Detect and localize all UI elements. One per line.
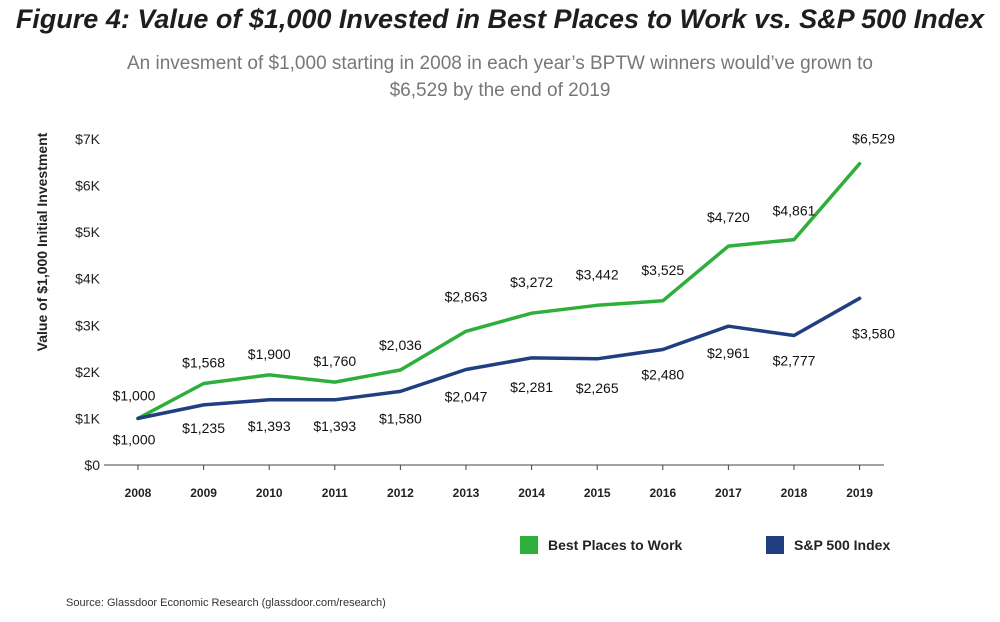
data-label-best-places-to-work: $3,272 — [510, 274, 553, 290]
x-tick-label: 2014 — [518, 486, 545, 500]
series-line-best-places-to-work — [136, 161, 862, 421]
x-tick-label: 2017 — [715, 486, 742, 500]
data-label-best-places-to-work: $2,036 — [379, 337, 422, 353]
data-label-best-places-to-work: $3,525 — [641, 262, 684, 278]
series-line-sp500 — [136, 296, 862, 421]
data-label-best-places-to-work: $1,900 — [248, 346, 291, 362]
y-tick-label: $3K — [75, 317, 101, 333]
data-label-best-places-to-work: $1,760 — [313, 353, 356, 369]
data-label-best-places-to-work: $6,529 — [852, 131, 895, 147]
legend-item-sp500: S&P 500 Index — [766, 534, 890, 556]
data-label-best-places-to-work: $3,442 — [576, 266, 619, 282]
y-tick-label: $1K — [75, 410, 101, 426]
data-label-sp500: $2,961 — [707, 345, 750, 361]
chart-lines — [136, 161, 862, 421]
y-tick-label: $4K — [75, 271, 101, 287]
legend-swatch-best-places-to-work — [520, 536, 538, 554]
y-tick-label: $0 — [84, 457, 100, 473]
legend-item-best-places-to-work: Best Places to Work — [520, 534, 682, 556]
x-tick-label: 2011 — [322, 486, 348, 500]
x-tick-label: 2016 — [649, 486, 676, 500]
x-tick-label: 2008 — [125, 486, 152, 500]
data-label-sp500: $1,580 — [379, 410, 422, 426]
data-label-best-places-to-work: $4,861 — [773, 203, 816, 219]
legend-swatch-sp500 — [766, 536, 784, 554]
x-tick-label: 2010 — [256, 486, 283, 500]
x-tick-label: 2012 — [387, 486, 414, 500]
data-label-best-places-to-work: $4,720 — [707, 209, 750, 225]
data-label-sp500: $2,047 — [445, 389, 488, 405]
y-tick-label: $2K — [75, 364, 101, 380]
data-label-sp500: $2,265 — [576, 380, 619, 396]
data-label-sp500: $1,000 — [113, 431, 156, 447]
chart-axes: $0 $1K $2K $3K $4K $5K $6K $7K 2008 2009 2010 2011 2… — [75, 131, 884, 500]
x-tick-label: 2013 — [453, 486, 480, 500]
data-label-sp500: $2,777 — [773, 353, 816, 369]
x-tick-label: 2015 — [584, 486, 611, 500]
data-label-sp500: $1,235 — [182, 420, 225, 436]
data-label-best-places-to-work: $1,568 — [182, 355, 225, 371]
x-tick-label: 2018 — [781, 486, 808, 500]
chart-title: Figure 4: Value of $1,000 Invested in Be… — [15, 4, 985, 34]
data-label-sp500: $1,393 — [248, 418, 291, 434]
x-tick-label: 2009 — [190, 486, 217, 500]
y-tick-label: $5K — [75, 224, 101, 240]
chart-data-labels: $1,000 $1,568 $1,900 $1,760 $2,036 $2,863 $3,2… — [113, 131, 896, 448]
data-label-sp500: $2,281 — [510, 379, 553, 395]
data-label-sp500: $2,480 — [641, 367, 684, 383]
data-label-sp500: $3,580 — [852, 325, 895, 341]
x-tick-label: 2019 — [846, 486, 873, 500]
y-tick-label: $7K — [75, 131, 101, 147]
legend-label-best-places-to-work: Best Places to Work — [548, 537, 683, 553]
source-note: Source: Glassdoor Economic Research (gla… — [66, 597, 386, 609]
data-label-sp500: $1,393 — [313, 418, 356, 434]
y-tick-label: $6K — [75, 178, 101, 194]
data-label-best-places-to-work: $1,000 — [113, 387, 156, 403]
chart-subtitle: An invesment of $1,000 starting in 2008 … — [127, 53, 873, 101]
legend-label-sp500: S&P 500 Index — [794, 537, 891, 553]
data-label-best-places-to-work: $2,863 — [445, 288, 488, 304]
